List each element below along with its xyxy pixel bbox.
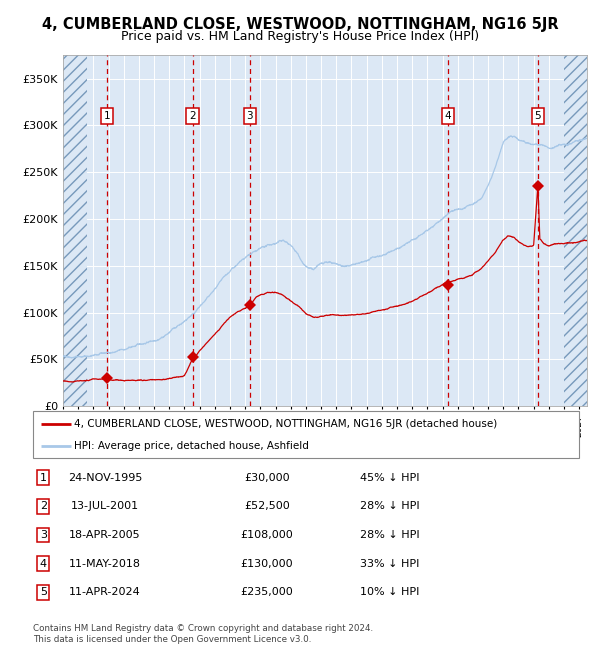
Text: 45% ↓ HPI: 45% ↓ HPI [360,473,419,483]
Text: £130,000: £130,000 [241,558,293,569]
Text: 4: 4 [445,111,451,121]
Text: 3: 3 [247,111,253,121]
Bar [63,55,87,406]
Text: 13-JUL-2001: 13-JUL-2001 [71,501,139,512]
Text: 3: 3 [40,530,47,540]
Text: 1: 1 [104,111,110,121]
Text: 5: 5 [40,587,47,597]
Text: HPI: Average price, detached house, Ashfield: HPI: Average price, detached house, Ashf… [74,441,309,450]
Text: £30,000: £30,000 [244,473,290,483]
Text: 33% ↓ HPI: 33% ↓ HPI [360,558,419,569]
Text: 4: 4 [40,558,47,569]
Text: Price paid vs. HM Land Registry's House Price Index (HPI): Price paid vs. HM Land Registry's House … [121,30,479,43]
Text: £52,500: £52,500 [244,501,290,512]
Text: 24-NOV-1995: 24-NOV-1995 [68,473,142,483]
Text: This data is licensed under the Open Government Licence v3.0.: This data is licensed under the Open Gov… [33,634,311,644]
Text: £235,000: £235,000 [241,587,293,597]
Bar [564,55,587,406]
Text: 2: 2 [190,111,196,121]
Text: 28% ↓ HPI: 28% ↓ HPI [360,530,419,540]
Text: 11-APR-2024: 11-APR-2024 [69,587,141,597]
Text: £108,000: £108,000 [241,530,293,540]
Text: 28% ↓ HPI: 28% ↓ HPI [360,501,419,512]
Text: 4, CUMBERLAND CLOSE, WESTWOOD, NOTTINGHAM, NG16 5JR: 4, CUMBERLAND CLOSE, WESTWOOD, NOTTINGHA… [41,17,559,32]
Text: 4, CUMBERLAND CLOSE, WESTWOOD, NOTTINGHAM, NG16 5JR (detached house): 4, CUMBERLAND CLOSE, WESTWOOD, NOTTINGHA… [74,419,497,429]
Text: 1: 1 [40,473,47,483]
Text: 11-MAY-2018: 11-MAY-2018 [69,558,141,569]
Text: Contains HM Land Registry data © Crown copyright and database right 2024.: Contains HM Land Registry data © Crown c… [33,624,373,633]
Text: 10% ↓ HPI: 10% ↓ HPI [360,587,419,597]
Text: 2: 2 [40,501,47,512]
Text: 18-APR-2005: 18-APR-2005 [69,530,141,540]
Text: 5: 5 [535,111,541,121]
